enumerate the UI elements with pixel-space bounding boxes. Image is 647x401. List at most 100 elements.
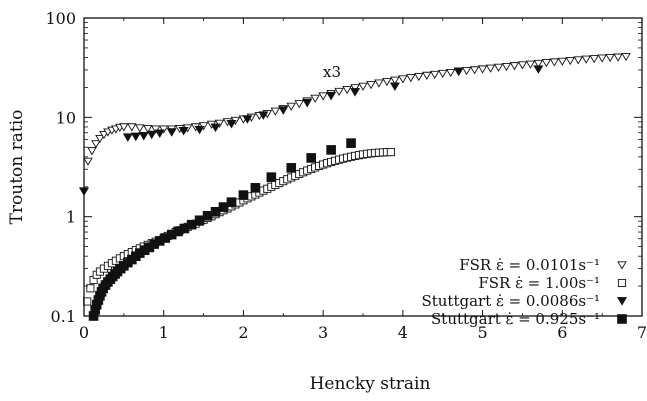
data-point	[135, 124, 145, 133]
data-point	[119, 123, 129, 132]
data-point	[294, 100, 305, 109]
legend-marker	[617, 261, 627, 270]
data-point	[150, 125, 161, 134]
data-point	[218, 202, 229, 212]
y-tick-label: 0.1	[51, 307, 76, 326]
data-point	[541, 59, 552, 68]
series-2	[83, 148, 395, 306]
data-point	[390, 76, 400, 85]
data-point	[581, 55, 591, 64]
data-point	[445, 68, 456, 78]
markers-layer	[78, 53, 631, 321]
data-point	[226, 119, 237, 129]
data-point	[210, 206, 221, 217]
data-point	[270, 107, 281, 116]
data-point	[517, 61, 528, 70]
data-point	[158, 125, 169, 134]
data-point	[414, 72, 424, 82]
data-point	[286, 102, 297, 111]
y-tick-label: 1	[66, 208, 76, 227]
x-axis-label: Hencky strain	[310, 374, 431, 394]
data-point	[533, 59, 544, 69]
data-point	[214, 119, 225, 128]
series-4	[88, 138, 356, 321]
data-point	[453, 67, 464, 77]
x-tick-label: 6	[557, 323, 567, 342]
data-point	[621, 53, 631, 62]
data-point	[194, 215, 205, 226]
data-point	[146, 130, 157, 140]
data-point	[350, 84, 360, 93]
data-point	[501, 62, 512, 72]
data-point	[493, 63, 504, 72]
data-point	[398, 75, 408, 84]
data-point	[549, 58, 560, 67]
data-point	[389, 82, 400, 92]
data-point	[477, 65, 488, 74]
data-point	[326, 91, 337, 101]
x-tick-label: 5	[477, 323, 487, 342]
data-point	[485, 64, 496, 73]
data-point	[226, 197, 237, 207]
data-point	[386, 148, 395, 157]
data-point	[525, 60, 536, 69]
data-point	[242, 115, 253, 124]
legend-marker	[617, 314, 627, 324]
data-point	[142, 124, 153, 134]
data-point	[421, 71, 432, 80]
data-point	[429, 70, 440, 79]
data-point	[613, 53, 623, 62]
y-tick-label: 10	[56, 108, 76, 127]
data-point	[310, 94, 320, 103]
data-point	[346, 138, 356, 148]
y-tick-label: 100	[45, 9, 76, 28]
data-point	[194, 125, 205, 135]
legend-label: Stuttgart ε̇ = 0.0086s⁻¹	[421, 292, 600, 310]
data-point	[326, 145, 336, 155]
data-point	[557, 57, 568, 66]
data-point	[122, 133, 133, 142]
data-point	[302, 98, 313, 108]
data-point	[406, 74, 416, 83]
data-point	[130, 132, 141, 142]
x-tick-label: 4	[398, 323, 408, 342]
data-point	[605, 53, 615, 63]
data-point	[461, 67, 472, 76]
x-tick-label: 3	[318, 323, 328, 342]
data-point	[334, 87, 344, 96]
series-3	[78, 65, 544, 196]
data-point	[250, 183, 261, 193]
data-point	[358, 82, 368, 91]
data-point	[342, 85, 352, 95]
x-axis: 0 1 2 3 4 5 6 7	[79, 18, 647, 342]
y-axis-label: Trouton ratio	[7, 110, 27, 225]
data-point	[83, 297, 92, 306]
data-point	[238, 190, 249, 200]
annotation-label: x3	[323, 63, 341, 81]
data-point	[186, 219, 197, 230]
data-point	[437, 69, 448, 79]
data-point	[95, 135, 105, 144]
data-point	[350, 88, 361, 97]
legend-marker	[617, 278, 627, 288]
data-point	[318, 92, 328, 101]
data-point	[306, 153, 316, 163]
data-point	[91, 140, 101, 149]
data-point	[374, 79, 384, 88]
data-point	[127, 123, 137, 132]
data-point	[83, 157, 93, 166]
data-point	[138, 132, 149, 141]
data-point	[573, 56, 584, 65]
data-point	[178, 127, 189, 136]
data-point	[166, 128, 177, 137]
legend-label: Stuttgart ε̇ = 0.925s⁻¹	[431, 310, 600, 328]
series-1	[83, 53, 631, 166]
x-tick-label: 7	[637, 323, 647, 342]
data-point	[202, 211, 213, 221]
x-tick-label: 1	[159, 323, 169, 342]
data-point	[210, 123, 221, 133]
x-tick-label: 2	[238, 323, 248, 342]
data-point	[286, 163, 297, 173]
legend-label: FSR ε̇ = 1.00s⁻¹	[478, 274, 600, 292]
